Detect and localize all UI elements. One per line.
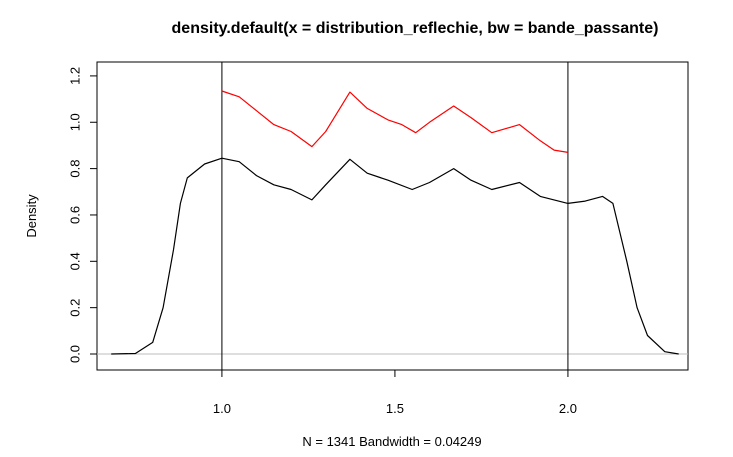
density-line (111, 157, 679, 355)
chart-title: density.default(x = distribution_reflech… (172, 20, 659, 37)
plot-box (96, 61, 689, 371)
y-tick-label: 0.6 (67, 206, 82, 224)
y-tick-label: 0.0 (67, 345, 82, 363)
y-tick-label: 0.4 (67, 252, 82, 270)
x-axis-label: N = 1341 Bandwidth = 0.04249 (302, 434, 481, 449)
x-tick-label: 1.0 (213, 401, 231, 416)
y-axis-label: Density (24, 194, 39, 238)
y-tick-label: 1.2 (67, 67, 82, 85)
density-line (221, 90, 568, 153)
x-tick-label: 1.5 (386, 401, 404, 416)
y-tick-label: 0.2 (67, 299, 82, 317)
y-tick-label: 1.0 (67, 113, 82, 131)
x-tick-label: 2.0 (559, 401, 577, 416)
y-tick-label: 0.8 (67, 160, 82, 178)
